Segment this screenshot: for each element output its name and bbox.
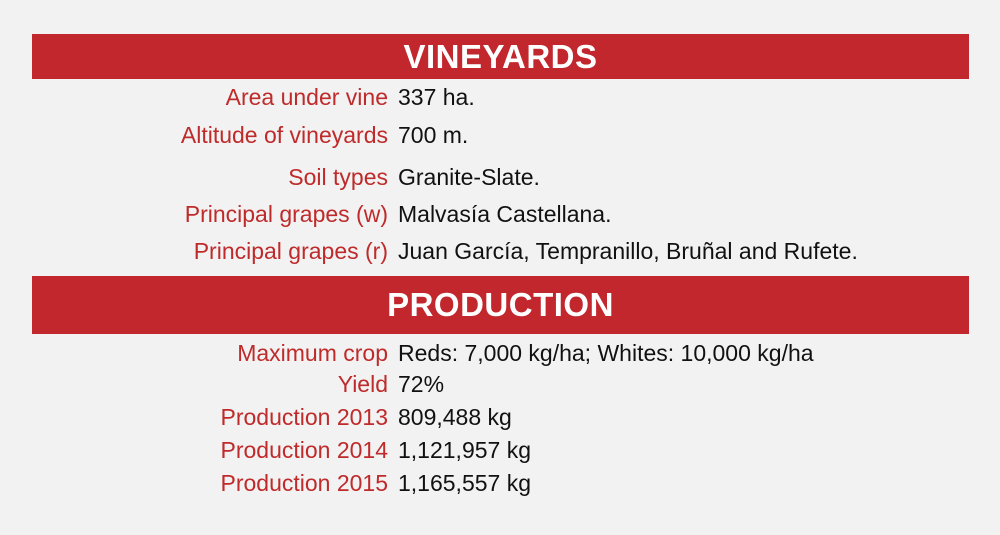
row-value: Reds: 7,000 kg/ha; Whites: 10,000 kg/ha: [398, 340, 814, 366]
vineyards-header: VINEYARDS: [32, 34, 969, 79]
row-label: Altitude of vineyards: [180, 122, 388, 148]
row-value: 1,165,557 kg: [398, 470, 532, 496]
row-value: Malvasía Castellana.: [398, 201, 612, 227]
row-label: Soil types: [288, 164, 388, 190]
row-value: 1,121,957 kg: [398, 437, 532, 463]
row-value: Granite-Slate.: [398, 164, 540, 190]
vineyards-row-area: Area under vine 337 ha.: [0, 82, 1000, 112]
row-label: Production 2013: [220, 404, 388, 430]
row-label: Principal grapes (w): [184, 201, 388, 227]
vineyards-row-altitude: Altitude of vineyards 700 m.: [0, 120, 1000, 150]
production-row-yield: Yield 72%: [0, 369, 1000, 399]
production-row-2014: Production 2014 1,121,957 kg: [0, 435, 1000, 465]
row-label: Principal grapes (r): [193, 238, 388, 264]
production-row-2013: Production 2013 809,488 kg: [0, 402, 1000, 432]
row-label: Production 2015: [220, 470, 388, 496]
row-label: Area under vine: [225, 84, 388, 110]
row-value: 337 ha.: [398, 84, 475, 110]
production-row-2015: Production 2015 1,165,557 kg: [0, 468, 1000, 498]
row-label: Production 2014: [220, 437, 388, 463]
row-value: Juan García, Tempranillo, Bruñal and Ruf…: [398, 238, 858, 264]
vineyards-row-grapes-white: Principal grapes (w) Malvasía Castellana…: [0, 199, 1000, 229]
row-value: 72%: [398, 371, 445, 397]
vineyards-row-grapes-red: Principal grapes (r) Juan García, Tempra…: [0, 236, 1000, 266]
production-header: PRODUCTION: [32, 276, 969, 334]
production-row-max-crop: Maximum crop Reds: 7,000 kg/ha; Whites: …: [0, 338, 1000, 368]
row-value: 809,488 kg: [398, 404, 512, 430]
row-label: Maximum crop: [237, 340, 388, 366]
vineyards-row-soil: Soil types Granite-Slate.: [0, 162, 1000, 192]
row-label: Yield: [337, 371, 388, 397]
row-value: 700 m.: [398, 122, 469, 148]
